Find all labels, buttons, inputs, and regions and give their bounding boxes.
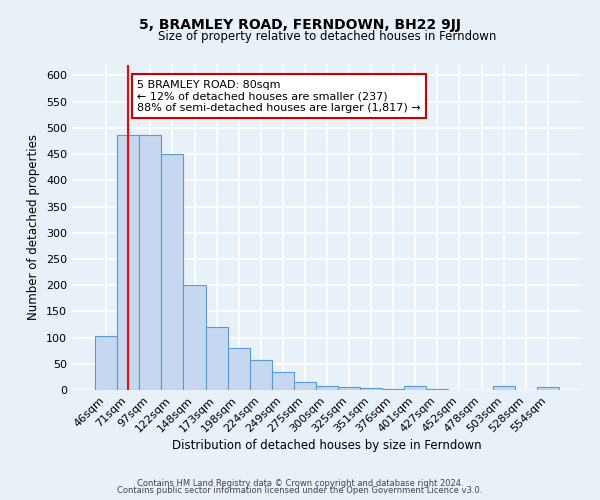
Bar — [493, 386, 515, 390]
Bar — [427, 389, 448, 390]
Bar — [161, 154, 184, 390]
Bar — [139, 134, 161, 390]
Bar — [206, 327, 227, 390]
Bar — [294, 382, 316, 390]
Bar — [338, 388, 360, 390]
Bar — [117, 134, 139, 390]
Bar — [184, 285, 206, 390]
Bar — [316, 386, 338, 390]
Bar — [537, 388, 559, 390]
Text: 5 BRAMLEY ROAD: 80sqm
← 12% of detached houses are smaller (237)
88% of semi-det: 5 BRAMLEY ROAD: 80sqm ← 12% of detached … — [137, 80, 421, 113]
Bar — [95, 336, 117, 390]
Bar — [360, 388, 382, 390]
Title: Size of property relative to detached houses in Ferndown: Size of property relative to detached ho… — [158, 30, 496, 43]
Bar — [272, 372, 294, 390]
Y-axis label: Number of detached properties: Number of detached properties — [28, 134, 40, 320]
Bar — [250, 360, 272, 390]
Bar — [227, 348, 250, 390]
Bar — [382, 389, 404, 390]
Text: Contains public sector information licensed under the Open Government Licence v3: Contains public sector information licen… — [118, 486, 482, 495]
Bar — [404, 386, 427, 390]
Text: Contains HM Land Registry data © Crown copyright and database right 2024.: Contains HM Land Registry data © Crown c… — [137, 478, 463, 488]
Text: 5, BRAMLEY ROAD, FERNDOWN, BH22 9JJ: 5, BRAMLEY ROAD, FERNDOWN, BH22 9JJ — [139, 18, 461, 32]
X-axis label: Distribution of detached houses by size in Ferndown: Distribution of detached houses by size … — [172, 440, 482, 452]
